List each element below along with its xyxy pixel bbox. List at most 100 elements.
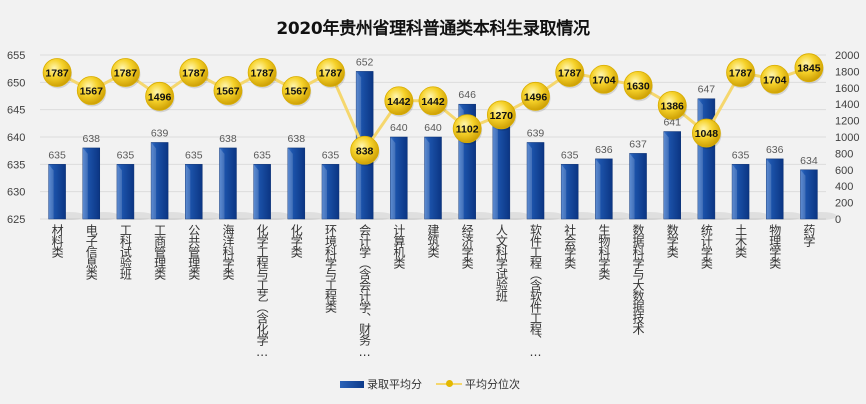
bar-highlight: [766, 158, 772, 219]
rank-marker: [418, 86, 448, 116]
rank-data-label: 1787: [114, 67, 138, 79]
bar-data-label: 635: [117, 149, 135, 161]
bar-data-label: 639: [527, 127, 545, 139]
bar-data-label: 636: [766, 144, 784, 156]
rank-data-label: 1567: [80, 86, 104, 98]
bar-data-label: 635: [253, 149, 271, 161]
bar-highlight: [595, 158, 601, 219]
x-tick-label: 社会学类: [562, 224, 577, 268]
bar-highlight: [287, 147, 293, 219]
y-right-tick-label: 0: [835, 214, 841, 226]
bar-highlight: [732, 164, 738, 219]
x-tick-label: 计算机类: [391, 224, 406, 268]
x-tick-label: 经济学类: [460, 224, 475, 268]
y-right-tick-label: 1400: [835, 99, 859, 111]
y-left-tick-label: 630: [7, 187, 25, 199]
rank-marker: [213, 76, 243, 105]
bar-highlight: [390, 137, 396, 219]
bar: [629, 153, 647, 220]
x-tick-label: 软件工程（含软件工程、…: [528, 224, 543, 358]
rank-marker: [452, 114, 482, 144]
bar-data-label: 640: [424, 122, 442, 134]
rank-data-label: 1496: [148, 91, 172, 103]
rank-marker: [76, 76, 106, 105]
bar: [253, 164, 271, 220]
legend: 录取平均分 平均分位次: [340, 376, 520, 392]
bar-highlight: [82, 147, 88, 219]
rank-marker: [247, 58, 277, 87]
bar: [82, 147, 101, 220]
bar-highlight: [116, 164, 122, 219]
x-tick-label: 公共管理类: [186, 224, 201, 279]
x-tick-label: 会计学（含会计学、财务…: [357, 224, 372, 358]
bar: [185, 164, 203, 220]
bar-highlight: [697, 98, 703, 219]
bar: [800, 169, 818, 220]
x-tick-label: 土木类: [733, 224, 748, 257]
bar-highlight: [663, 131, 669, 219]
legend-label-rank: 平均分位次: [465, 378, 520, 391]
bar: [765, 158, 784, 220]
y-left-tick-label: 655: [7, 50, 25, 62]
bar: [321, 164, 340, 220]
legend-line-swatch: [436, 380, 462, 388]
rank-marker: [350, 135, 380, 165]
bar-data-label: 635: [48, 149, 66, 161]
rank-marker: [145, 81, 175, 111]
bar-highlight: [800, 169, 806, 219]
rank-marker: [555, 58, 585, 87]
bar-highlight: [219, 147, 225, 219]
legend-label-score: 录取平均分: [367, 378, 422, 391]
x-tick-label: 化学类: [289, 224, 304, 257]
rank-marker: [657, 90, 687, 120]
legend-item-rank: 平均分位次: [436, 376, 520, 392]
rank-data-label: 1787: [45, 67, 69, 79]
rank-marker: [384, 86, 414, 116]
y-right-tick-label: 1800: [835, 66, 859, 78]
x-tick-label: 电子信息类: [84, 224, 99, 279]
y-right-tick-label: 1200: [835, 116, 859, 128]
rank-data-label: 838: [356, 145, 374, 157]
x-tick-label: 建筑类: [426, 224, 440, 257]
rank-data-label: 1386: [661, 100, 685, 112]
rank-marker: [623, 70, 653, 100]
rank-marker: [691, 118, 721, 148]
bar: [116, 164, 135, 220]
bar-highlight: [151, 142, 157, 219]
rank-data-label: 1704: [592, 74, 616, 86]
x-tick-label: 工科试验班: [118, 224, 133, 279]
bar: [663, 131, 681, 220]
rank-marker: [726, 58, 755, 87]
bar-highlight: [561, 164, 567, 219]
bar-highlight: [253, 164, 259, 219]
rank-data-label: 1704: [763, 74, 787, 86]
rank-data-label: 1442: [421, 96, 445, 108]
bar-data-label: 646: [458, 89, 476, 101]
bar: [731, 164, 750, 220]
bar-data-label: 638: [219, 133, 237, 145]
x-tick-label: 统计学类: [699, 224, 714, 268]
x-tick-label: 生物科学类: [596, 224, 611, 279]
rank-data-label: 1496: [524, 91, 548, 103]
rank-data-label: 1567: [216, 86, 240, 98]
bar-data-label: 635: [732, 149, 750, 161]
bar-data-label: 634: [800, 155, 818, 167]
rank-marker: [179, 58, 209, 87]
y-left-tick-label: 645: [7, 105, 25, 117]
rank-marker: [589, 64, 619, 94]
y-left-tick-label: 625: [7, 214, 25, 226]
y-left-tick-label: 640: [7, 132, 25, 144]
rank-data-label: 1787: [182, 67, 206, 79]
x-tick-label: 材料类: [50, 224, 65, 257]
bar-highlight: [492, 120, 498, 219]
rank-data-label: 1270: [490, 110, 514, 122]
y-right-tick-label: 400: [835, 181, 853, 193]
bar-data-label: 641: [663, 117, 681, 129]
x-tick-label: 海洋科学类: [220, 224, 235, 279]
rank-marker: [521, 81, 550, 111]
bar: [48, 164, 66, 220]
y-left-tick-label: 635: [7, 159, 25, 171]
x-tick-label: 物理学类: [767, 224, 782, 268]
